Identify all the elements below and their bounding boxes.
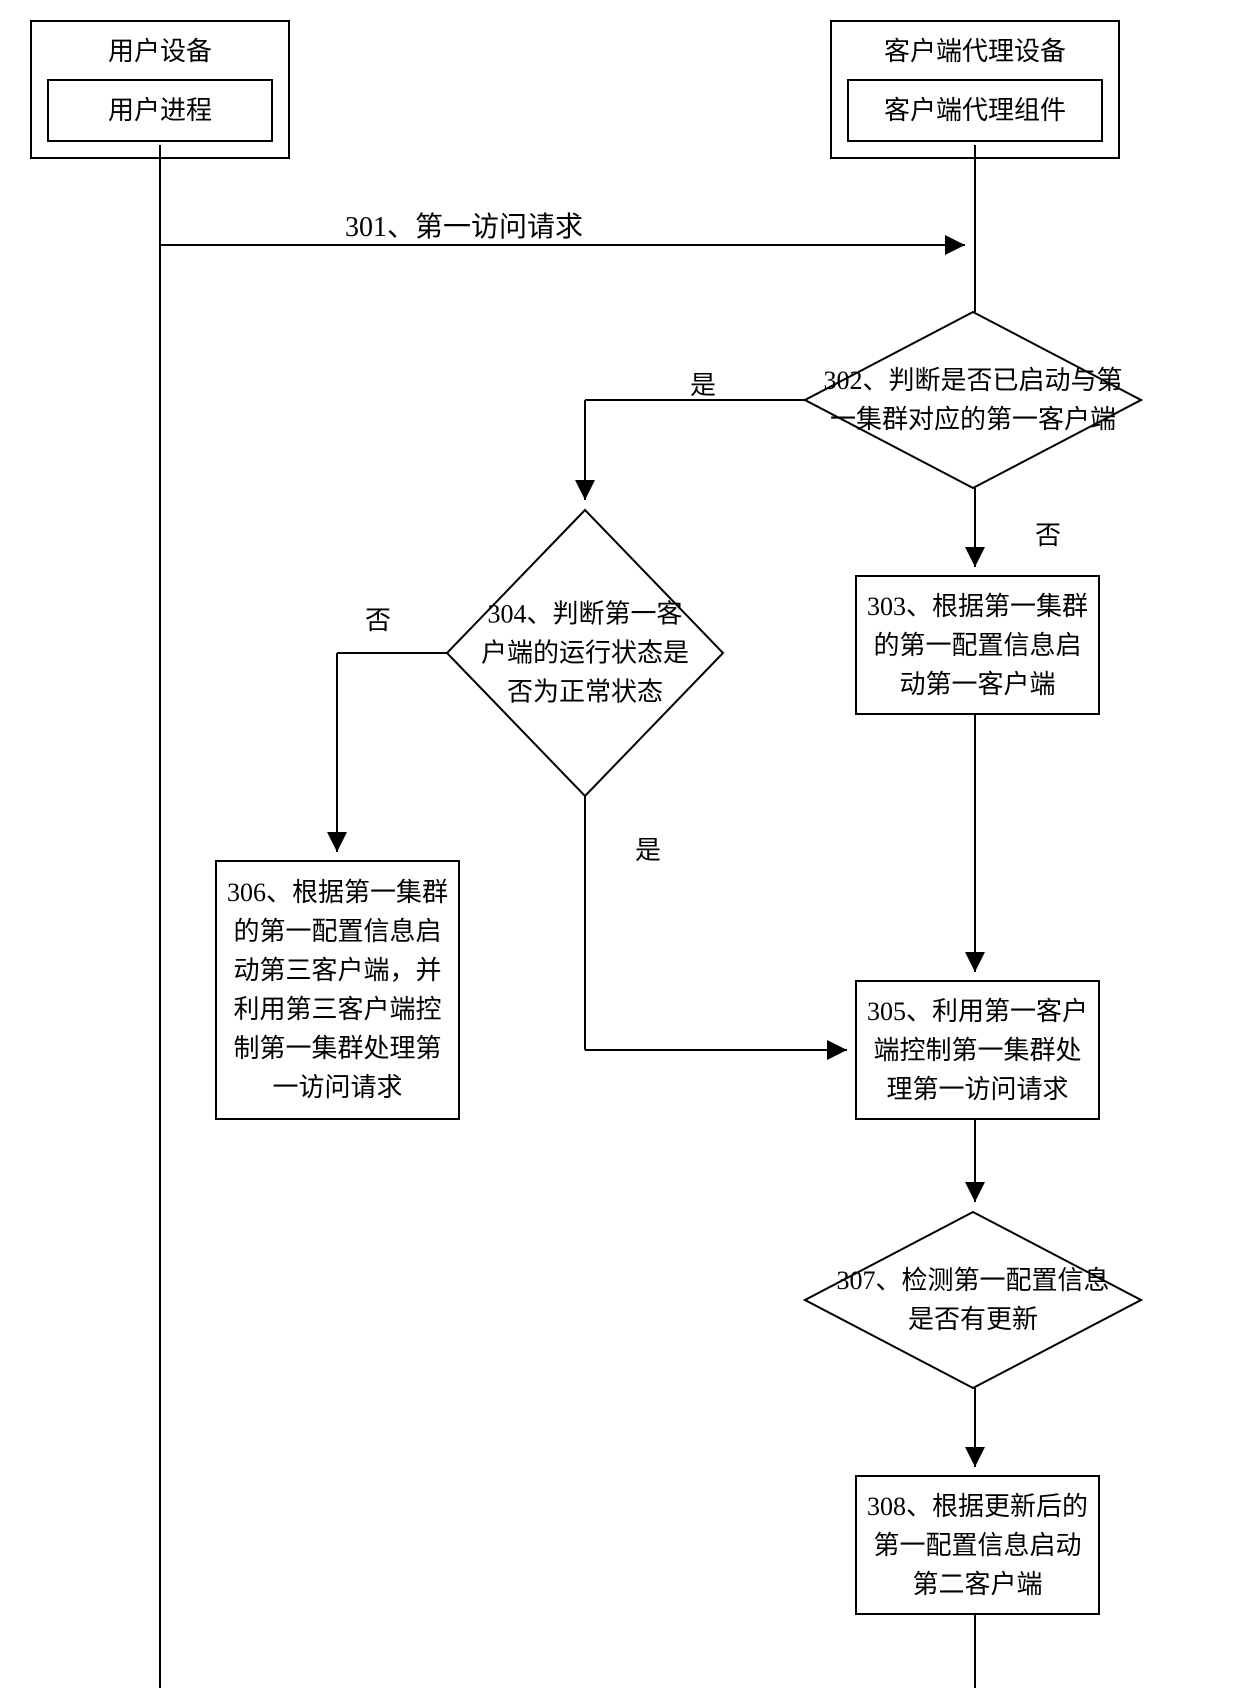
swimlane-client-proxy: 客户端代理设备 客户端代理组件 [830, 20, 1120, 159]
label-step301: 301、第一访问请求 [345, 205, 583, 245]
swimlane-proxy-title: 客户端代理设备 [847, 32, 1103, 71]
decision-304: 304、判断第一客户端的运行状态是否为正常状态 [445, 508, 725, 798]
decision-307-text: 307、检测第一配置信息是否有更新 [833, 1261, 1113, 1339]
process-308: 308、根据更新后的第一配置信息启动第二客户端 [855, 1475, 1100, 1615]
process-306: 306、根据第一集群的第一配置信息启动第三客户端，并利用第三客户端控制第一集群处… [215, 860, 460, 1120]
swimlane-user-inner: 用户进程 [47, 79, 273, 142]
edge-label-no-304: 否 [365, 600, 391, 637]
decision-302: 302、判断是否已启动与第一集群对应的第一客户端 [803, 310, 1143, 490]
swimlane-proxy-inner: 客户端代理组件 [847, 79, 1103, 142]
decision-307: 307、检测第一配置信息是否有更新 [803, 1210, 1143, 1390]
swimlane-user-device: 用户设备 用户进程 [30, 20, 290, 159]
process-308-text: 308、根据更新后的第一配置信息启动第二客户端 [865, 1487, 1090, 1604]
decision-302-text: 302、判断是否已启动与第一集群对应的第一客户端 [823, 361, 1123, 439]
edge-label-yes-302: 是 [690, 365, 716, 402]
process-305: 305、利用第一客户端控制第一集群处理第一访问请求 [855, 980, 1100, 1120]
process-305-text: 305、利用第一客户端控制第一集群处理第一访问请求 [865, 992, 1090, 1109]
process-306-text: 306、根据第一集群的第一配置信息启动第三客户端，并利用第三客户端控制第一集群处… [225, 873, 450, 1107]
edge-label-yes-304: 是 [635, 830, 661, 867]
decision-304-text: 304、判断第一客户端的运行状态是否为正常状态 [480, 595, 690, 712]
flowchart-edges [0, 0, 1240, 1688]
swimlane-user-title: 用户设备 [47, 32, 273, 71]
flowchart-container: 用户设备 用户进程 客户端代理设备 客户端代理组件 301、第一访问请求 302… [0, 0, 1240, 1688]
edge-label-no-302: 否 [1035, 515, 1061, 552]
process-303-text: 303、根据第一集群的第一配置信息启动第一客户端 [865, 587, 1090, 704]
process-303: 303、根据第一集群的第一配置信息启动第一客户端 [855, 575, 1100, 715]
